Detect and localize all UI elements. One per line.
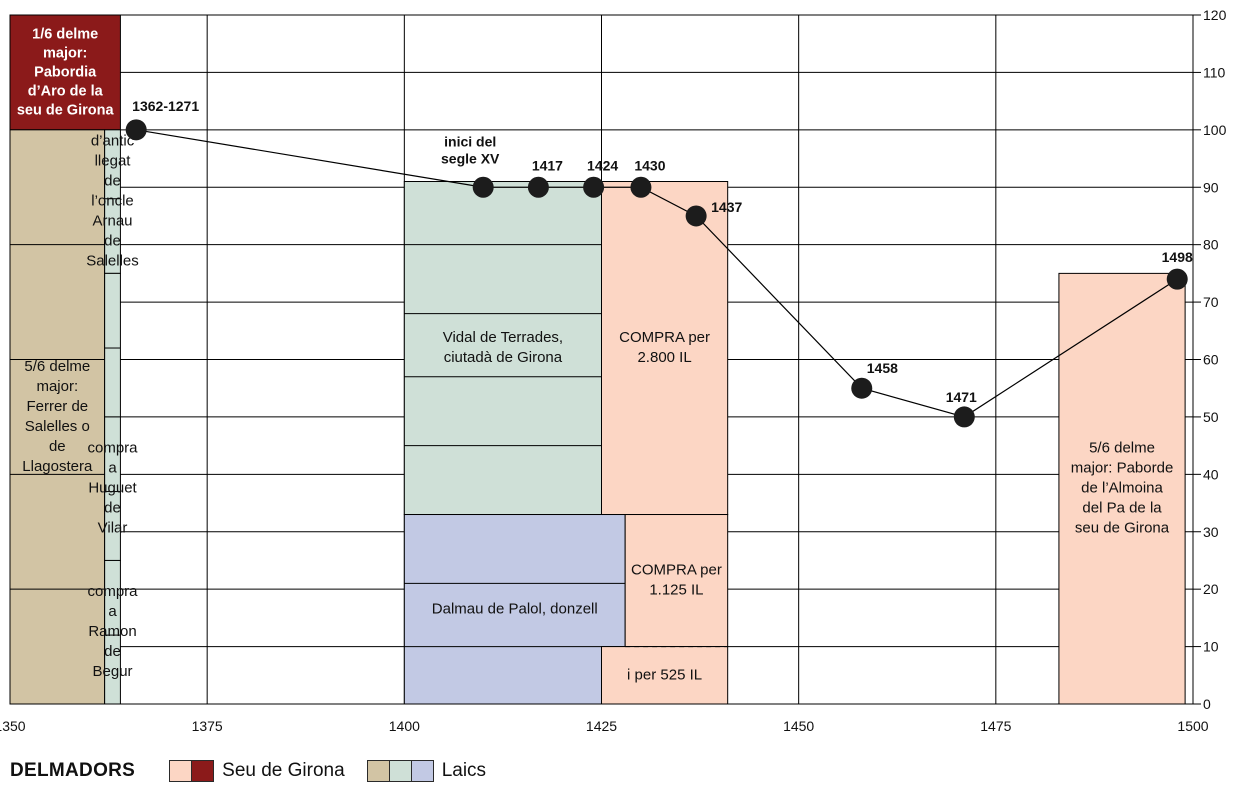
data-point bbox=[1166, 268, 1188, 290]
y-tick-label: 100 bbox=[1203, 122, 1227, 138]
data-point bbox=[583, 176, 605, 198]
region-3 bbox=[104, 272, 121, 418]
axes: 0 10 20 30 40 50 60 70 80 90 100 110 120 1350 1375 1400… bbox=[0, 7, 1227, 734]
data-point bbox=[953, 406, 975, 428]
x-tick-label: 1475 bbox=[980, 718, 1011, 734]
legend-swatch-laic-blue bbox=[410, 760, 434, 782]
legend-label-laics: Laics bbox=[441, 760, 487, 781]
x-tick-label: 1375 bbox=[192, 718, 223, 734]
series: 1362-1271 inici del segle XV 1417 1424 1430 14… bbox=[125, 98, 1193, 428]
y-tick-label: 20 bbox=[1203, 581, 1219, 597]
region-label: 5/6 delme major: Ferrer de Salelles o de Llag… bbox=[22, 358, 93, 475]
region-label: Dalmau de Palol, donzell bbox=[432, 600, 598, 617]
x-tick-label: 1450 bbox=[783, 718, 814, 734]
y-tick-label: 10 bbox=[1203, 639, 1219, 655]
region-label: i per 525 IL bbox=[627, 666, 702, 683]
data-label: 1458 bbox=[867, 360, 898, 376]
legend-title: DELMADORS bbox=[10, 760, 136, 781]
data-point bbox=[630, 176, 652, 198]
y-tick-label: 110 bbox=[1203, 64, 1226, 80]
data-label: 1471 bbox=[946, 389, 977, 405]
y-tick-label: 40 bbox=[1203, 466, 1219, 482]
region-9 bbox=[624, 514, 729, 648]
data-label: 1362-1271 bbox=[132, 98, 199, 114]
region-6 bbox=[403, 181, 603, 516]
legend-swatch-seu-dark bbox=[191, 760, 215, 782]
y-tick-label: 70 bbox=[1203, 294, 1219, 310]
region-1 bbox=[9, 129, 106, 705]
x-tick-label: 1500 bbox=[1177, 718, 1208, 734]
y-tick-label: 80 bbox=[1203, 237, 1219, 253]
region-0 bbox=[9, 14, 121, 131]
region-label: 1/6 delme major: Pabordia d’Aro de la seu de… bbox=[17, 26, 115, 118]
legend-label-seu: Seu de Girona bbox=[222, 760, 345, 781]
legend-swatch-laic-tan bbox=[366, 760, 390, 782]
legend-swatches-seu bbox=[169, 760, 215, 782]
region-8 bbox=[403, 514, 626, 705]
data-point bbox=[851, 377, 873, 399]
data-point bbox=[527, 176, 549, 198]
y-tick-label: 120 bbox=[1203, 7, 1227, 23]
x-tick-label: 1350 bbox=[0, 718, 26, 734]
region-label: 5/6 delme major: Paborde de l’Almoina del P… bbox=[1071, 440, 1174, 537]
data-point bbox=[472, 176, 494, 198]
region-label: COMPRA per 2.800 IL bbox=[619, 329, 710, 366]
x-tick-label: 1400 bbox=[389, 718, 420, 734]
data-point bbox=[685, 205, 707, 227]
x-tick-label: 1425 bbox=[586, 718, 617, 734]
data-label: inici del segle XV bbox=[441, 133, 500, 166]
legend-swatches-laics bbox=[366, 760, 434, 782]
legend: DELMADORS Seu de Girona Laics bbox=[10, 758, 508, 784]
region-label: compra a Ramon de Begur bbox=[88, 583, 139, 680]
region-label: COMPRA per 1.125 IL bbox=[631, 562, 722, 599]
region-7 bbox=[601, 181, 729, 516]
y-tick-label: 50 bbox=[1203, 409, 1219, 425]
data-point bbox=[125, 119, 147, 141]
data-label: 1437 bbox=[711, 199, 742, 215]
data-label: 1424 bbox=[587, 157, 618, 173]
y-tick-label: 0 bbox=[1203, 696, 1211, 712]
data-label: 1498 bbox=[1162, 249, 1193, 265]
region-label: d’antic llegat de l’oncle Arnau de Salelles bbox=[86, 133, 139, 270]
legend-swatch-laic-green bbox=[388, 760, 412, 782]
y-tick-label: 60 bbox=[1203, 352, 1219, 368]
data-label: 1430 bbox=[634, 157, 665, 173]
region-label: compra a Huguet de Vilar bbox=[88, 440, 139, 537]
data-label: 1417 bbox=[532, 157, 563, 173]
region-label: Vidal de Terrades, ciutadà de Girona bbox=[443, 329, 563, 366]
y-tick-label: 30 bbox=[1203, 524, 1219, 540]
y-tick-label: 90 bbox=[1203, 179, 1219, 195]
legend-swatch-seu-light bbox=[169, 760, 193, 782]
